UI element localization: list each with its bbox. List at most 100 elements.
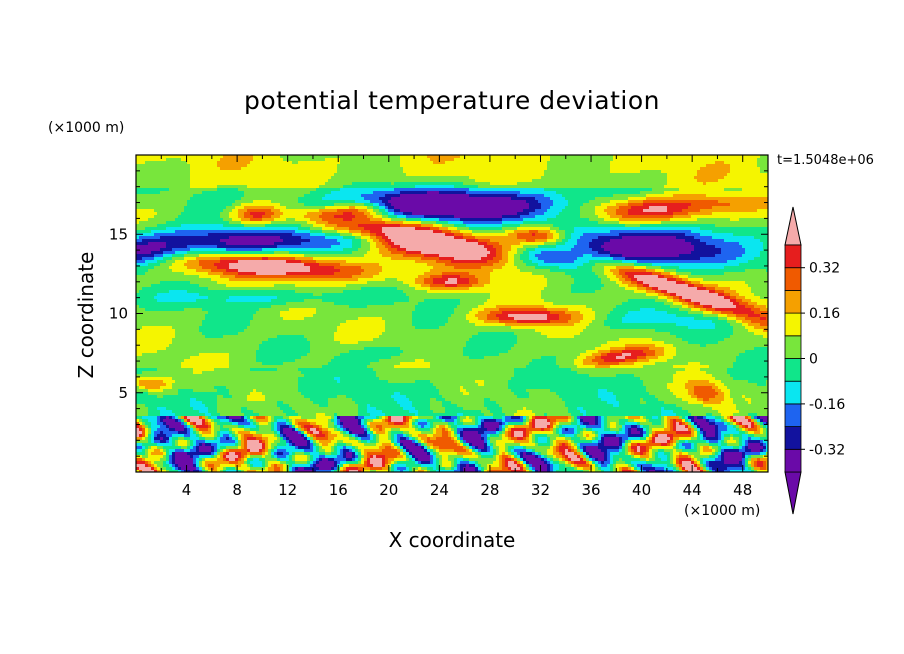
field-cell (334, 302, 395, 306)
field-cell (628, 212, 674, 216)
field-cell (136, 245, 167, 249)
field-cell (337, 452, 341, 456)
field-cell (136, 335, 176, 339)
field-cell (376, 455, 386, 459)
field-cell (190, 167, 221, 171)
field-cell (601, 449, 608, 453)
field-cell (229, 389, 254, 393)
field-cell (547, 413, 572, 417)
field-cell (616, 395, 656, 399)
field-cell (250, 461, 263, 465)
field-cell (643, 281, 677, 285)
field-cell (379, 428, 383, 432)
field-cell (661, 221, 768, 225)
field-cell (163, 395, 218, 399)
field-cell (403, 419, 407, 423)
field-cell (136, 176, 191, 180)
field-cell (697, 422, 710, 426)
field-cell (634, 467, 638, 471)
field-cell (379, 272, 425, 276)
field-cell (301, 392, 395, 396)
field-cell (217, 458, 224, 462)
field-cell (577, 464, 590, 468)
field-cell (190, 446, 194, 450)
field-cell (271, 449, 275, 453)
field-cell (337, 167, 404, 171)
field-cell (343, 434, 350, 438)
field-cell (436, 467, 446, 471)
field-cell (256, 272, 287, 276)
field-cell (643, 416, 647, 420)
field-cell (193, 464, 197, 468)
field-cell (367, 434, 371, 438)
field-cell (598, 395, 617, 399)
field-cell (454, 437, 458, 441)
field-cell (229, 428, 233, 432)
field-cell (748, 458, 752, 462)
field-cell (574, 467, 578, 471)
field-cell (193, 425, 197, 429)
field-cell (499, 458, 503, 462)
field-cell (766, 425, 768, 429)
field-cell (670, 425, 674, 429)
field-cell (574, 278, 602, 282)
field-cell (580, 416, 596, 420)
field-cell (193, 461, 197, 465)
field-cell (622, 320, 713, 324)
field-cell (556, 242, 566, 246)
field-cell (442, 431, 449, 435)
field-cell (469, 311, 479, 315)
field-cell (604, 434, 617, 438)
field-cell (628, 440, 632, 444)
field-cell (385, 239, 392, 243)
field-cell (649, 452, 653, 456)
field-cell (649, 347, 665, 351)
field-cell (187, 200, 236, 204)
field-cell (217, 401, 278, 405)
field-cell (664, 467, 674, 471)
field-cell (433, 230, 443, 234)
field-cell (532, 449, 536, 453)
field-cell (334, 419, 338, 423)
field-cell (190, 449, 197, 453)
field-cell (151, 461, 155, 465)
field-cell (361, 458, 365, 462)
field-cell (721, 389, 731, 393)
field-cell (466, 224, 503, 228)
field-cell (715, 290, 725, 294)
field-cell (337, 413, 359, 417)
field-cell (403, 452, 407, 456)
field-cell (703, 278, 768, 282)
field-cell (208, 233, 293, 237)
field-cell (505, 431, 509, 435)
field-cell (454, 458, 458, 462)
field-cell (730, 293, 740, 297)
field-cell (529, 434, 533, 438)
field-cell (460, 386, 464, 390)
field-cell (532, 419, 536, 423)
field-cell (391, 416, 404, 420)
field-cell (283, 362, 329, 366)
field-cell (502, 218, 524, 222)
field-cell (364, 431, 368, 435)
field-cell (595, 272, 605, 276)
field-cell (478, 239, 491, 243)
field-cell (724, 440, 728, 444)
field-cell (583, 263, 596, 267)
field-cell (643, 209, 668, 213)
field-cell (355, 215, 368, 219)
field-cell (196, 446, 200, 450)
field-cell (415, 305, 458, 309)
field-cell (331, 470, 335, 472)
field-cell (529, 254, 536, 258)
field-cell (403, 446, 407, 450)
field-cell (568, 443, 572, 447)
field-cell (619, 338, 653, 342)
field-cell (574, 431, 578, 435)
field-cell (352, 446, 356, 450)
field-cell (688, 470, 701, 472)
field-cell (346, 461, 359, 465)
field-cell (304, 215, 320, 219)
field-cell (676, 293, 719, 297)
field-cell (592, 464, 596, 468)
